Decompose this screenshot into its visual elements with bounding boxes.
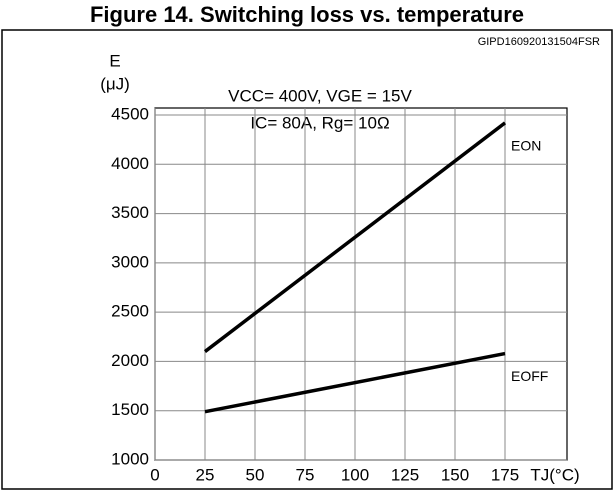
y-tick-label: 3000 <box>111 252 149 271</box>
y-tick-label: 4000 <box>111 154 149 173</box>
x-tick-label: 125 <box>391 465 419 484</box>
x-tick-label: 75 <box>296 465 315 484</box>
annotation: IC= 80A, Rg= 10Ω <box>250 113 389 132</box>
frame <box>1 29 613 490</box>
x-tick-label: 175 <box>491 465 519 484</box>
y-tick-label: 3500 <box>111 203 149 222</box>
y-tick-label: 2500 <box>111 302 149 321</box>
x-axis-label: TJ(°C) <box>530 465 579 484</box>
y-axis-label: E <box>109 51 120 70</box>
y-tick-label: 4500 <box>111 104 149 123</box>
y-tick-label: 2000 <box>111 351 149 370</box>
series-label: EON <box>511 138 541 154</box>
y-tick-label: 1000 <box>111 449 149 468</box>
series-line <box>203 121 507 353</box>
y-tick-label: 1500 <box>111 400 149 419</box>
series-line <box>204 351 506 414</box>
chart-subtitle: GIPD160920131504FSR <box>478 36 600 48</box>
series-label: EOFF <box>511 368 548 384</box>
x-tick-label: 0 <box>150 465 159 484</box>
x-tick-label: 150 <box>441 465 469 484</box>
x-tick-label: 50 <box>246 465 265 484</box>
annotation: VCC= 400V, VGE = 15V <box>228 86 412 105</box>
x-tick-label: 100 <box>341 465 369 484</box>
x-tick-label: 25 <box>196 465 215 484</box>
y-axis-label: (μJ) <box>100 74 130 93</box>
chart-title: Figure 14. Switching loss vs. temperatur… <box>90 2 524 27</box>
